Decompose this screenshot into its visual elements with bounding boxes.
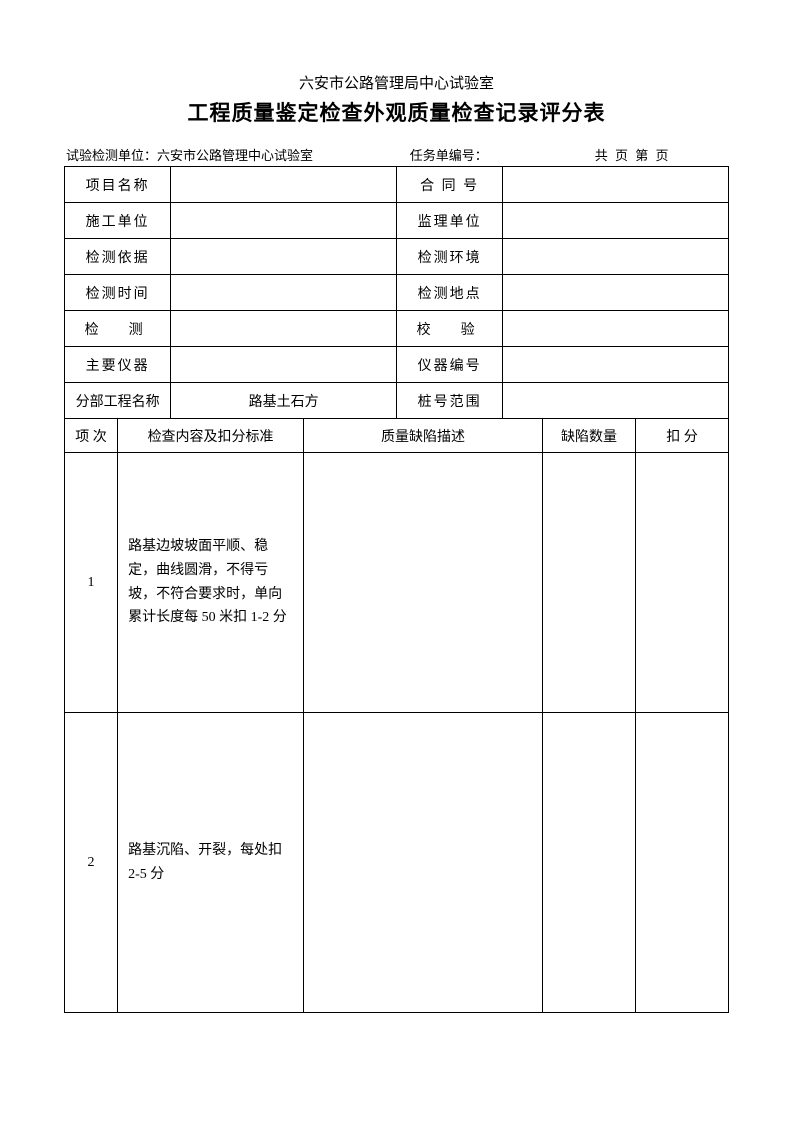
- col-defect: 质量缺陷描述: [304, 419, 543, 453]
- table-row: 施工单位 监理单位: [65, 203, 729, 239]
- info-label: 监理单位: [396, 203, 502, 239]
- info-value: [503, 203, 729, 239]
- info-value: [503, 167, 729, 203]
- col-count: 缺陷数量: [543, 419, 636, 453]
- cell-deduct: [636, 713, 729, 1013]
- info-label: 检测环境: [396, 239, 502, 275]
- info-value: [171, 167, 397, 203]
- meta-mid: 任务单编号：: [410, 145, 595, 164]
- info-value: [503, 311, 729, 347]
- meta-left: 试验检测单位：六安市公路管理中心试验室: [66, 145, 410, 164]
- info-label: 主要仪器: [65, 347, 171, 383]
- table-row: 分部工程名称 路基土石方 桩号范围: [65, 383, 729, 419]
- page-title: 工程质量鉴定检查外观质量检查记录评分表: [64, 97, 729, 127]
- cell-content: 路基沉陷、开裂，每处扣 2-5 分: [118, 713, 304, 1013]
- table-row: 检测时间 检测地点: [65, 275, 729, 311]
- info-value: [171, 239, 397, 275]
- table-row: 主要仪器 仪器编号: [65, 347, 729, 383]
- cell-deduct: [636, 453, 729, 713]
- table-row: 1 路基边坡坡面平顺、稳定，曲线圆滑，不得亏坡，不符合要求时，单向累计长度每 5…: [65, 453, 729, 713]
- info-value: [503, 347, 729, 383]
- meta-row: 试验检测单位：六安市公路管理中心试验室 任务单编号： 共 页 第 页: [64, 145, 729, 164]
- cell-count: [543, 453, 636, 713]
- info-value: [503, 239, 729, 275]
- info-label: 合 同 号: [396, 167, 502, 203]
- info-value: [503, 383, 729, 419]
- info-label: 项目名称: [65, 167, 171, 203]
- table-row: 项目名称 合 同 号: [65, 167, 729, 203]
- info-label: 检 测: [65, 311, 171, 347]
- col-content: 检查内容及扣分标准: [118, 419, 304, 453]
- info-label: 检测地点: [396, 275, 502, 311]
- meta-mid-label: 任务单编号：: [410, 148, 488, 163]
- info-label: 检测时间: [65, 275, 171, 311]
- info-label: 检测依据: [65, 239, 171, 275]
- col-deduct: 扣 分: [636, 419, 729, 453]
- meta-left-value: 六安市公路管理中心试验室: [157, 148, 313, 163]
- cell-defect: [304, 713, 543, 1013]
- table-row: 检测依据 检测环境: [65, 239, 729, 275]
- info-label: 施工单位: [65, 203, 171, 239]
- cell-defect: [304, 453, 543, 713]
- info-value: 路基土石方: [171, 383, 397, 419]
- table-row: 2 路基沉陷、开裂，每处扣 2-5 分: [65, 713, 729, 1013]
- info-value: [503, 275, 729, 311]
- meta-left-label: 试验检测单位：: [66, 148, 157, 163]
- info-value: [171, 203, 397, 239]
- info-table: 项目名称 合 同 号 施工单位 监理单位 检测依据 检测环境 检测时间 检测地点…: [64, 166, 729, 419]
- cell-seq: 1: [65, 453, 118, 713]
- info-label: 校 验: [396, 311, 502, 347]
- col-seq: 项 次: [65, 419, 118, 453]
- info-label: 分部工程名称: [65, 383, 171, 419]
- info-value: [171, 311, 397, 347]
- page: 六安市公路管理局中心试验室 工程质量鉴定检查外观质量检查记录评分表 试验检测单位…: [0, 0, 793, 1053]
- info-value: [171, 347, 397, 383]
- info-label: 桩号范围: [396, 383, 502, 419]
- cell-count: [543, 713, 636, 1013]
- info-value: [171, 275, 397, 311]
- info-label: 仪器编号: [396, 347, 502, 383]
- inspect-table: 项 次 检查内容及扣分标准 质量缺陷描述 缺陷数量 扣 分 1 路基边坡坡面平顺…: [64, 418, 729, 1013]
- cell-seq: 2: [65, 713, 118, 1013]
- header-subtitle: 六安市公路管理局中心试验室: [64, 72, 729, 93]
- cell-content: 路基边坡坡面平顺、稳定，曲线圆滑，不得亏坡，不符合要求时，单向累计长度每 50 …: [118, 453, 304, 713]
- table-header-row: 项 次 检查内容及扣分标准 质量缺陷描述 缺陷数量 扣 分: [65, 419, 729, 453]
- meta-right: 共 页 第 页: [595, 145, 727, 164]
- table-row: 检 测 校 验: [65, 311, 729, 347]
